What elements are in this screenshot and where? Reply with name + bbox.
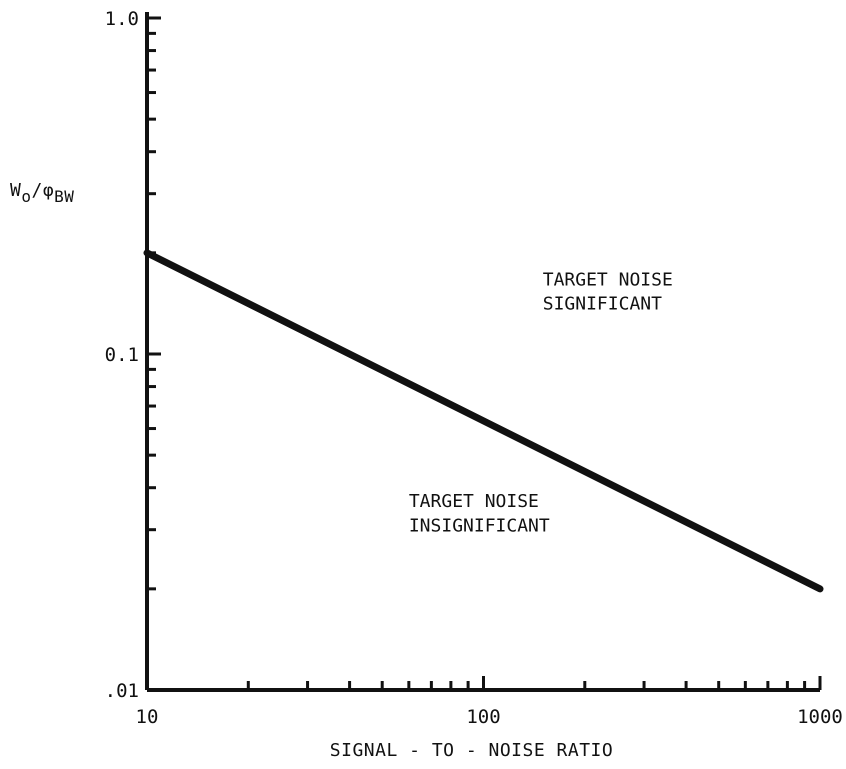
region-annotation-line: SIGNIFICANT (543, 294, 662, 315)
region-annotation-line: TARGET NOISE (409, 491, 539, 512)
region-annotation-line: TARGET NOISE (543, 269, 673, 290)
y-axis-title-subscript: BW (54, 187, 74, 206)
y-axis-title-part: /φ (31, 180, 54, 201)
y-tick-label: .01 (105, 680, 139, 702)
x-axis-title: SIGNAL - TO - NOISE RATIO (330, 740, 613, 761)
axes (145, 12, 820, 692)
x-tick-label: 1000 (797, 706, 843, 728)
y-tick-label: 1.0 (105, 8, 139, 30)
y-tick-label: 0.1 (105, 344, 139, 366)
x-tick-label: 10 (136, 706, 159, 728)
y-axis-title: Wo/φBW (10, 180, 74, 206)
region-annotation: TARGET NOISE INSIGNIFICANT (409, 491, 550, 536)
series (143, 249, 824, 593)
y-axis-title-subscript: o (21, 187, 31, 206)
labels: 1.0 0.1 .01 10 100 1000 SIGNAL - TO - NOISE RA… (10, 8, 843, 761)
series-line (143, 249, 824, 593)
region-annotation-line: INSIGNIFICANT (409, 515, 550, 536)
y-axis-title-part: W (10, 180, 21, 201)
x-tick-label: 100 (466, 706, 500, 728)
region-annotation: TARGET NOISE SIGNIFICANT (543, 269, 673, 314)
tick-marks (145, 16, 822, 692)
